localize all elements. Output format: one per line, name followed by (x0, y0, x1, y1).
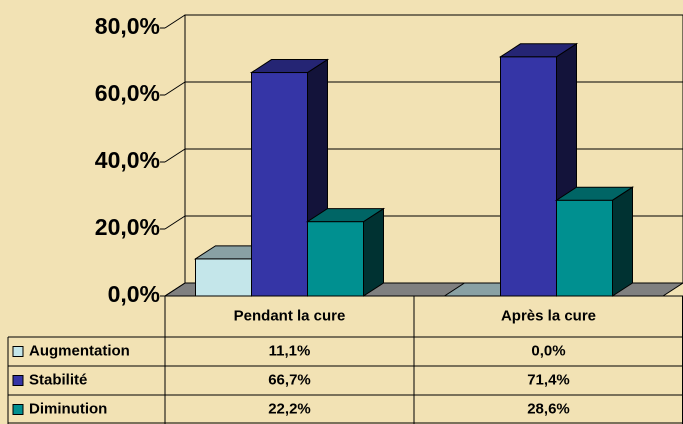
category-label: Pendant la cure (234, 307, 346, 324)
y-tick-label: 20,0% (95, 214, 160, 240)
legend-label: Diminution (29, 400, 107, 417)
y-tick-label: 80,0% (95, 13, 160, 39)
grid-line-side (164, 215, 186, 230)
bar-top (249, 59, 330, 74)
legend-label: Stabilité (29, 371, 87, 388)
grid-line-side (164, 148, 186, 163)
bar-top (498, 43, 579, 58)
legend-swatch (12, 346, 24, 357)
bar-front (307, 221, 364, 297)
value-label: 66,7% (268, 371, 311, 388)
bar-front (195, 258, 252, 297)
bar-side (612, 186, 633, 297)
value-label: 11,1% (269, 342, 311, 359)
bar-top (305, 208, 386, 223)
bar-side (363, 207, 384, 297)
bar (554, 186, 635, 297)
category-label: Après la cure (501, 307, 596, 324)
legend-swatch (12, 404, 24, 415)
value-label: 28,6% (527, 400, 570, 417)
legend-swatch (12, 375, 24, 386)
value-label: 0,0% (531, 342, 565, 359)
grid-line-side (164, 14, 186, 29)
y-tick-label: 60,0% (95, 80, 160, 106)
bar-top (554, 186, 635, 201)
grid-line-side (164, 81, 186, 96)
legend-label: Augmentation (29, 342, 130, 359)
bar-front (556, 199, 613, 297)
bar-front (500, 56, 557, 297)
y-tick-label: 40,0% (95, 147, 160, 173)
value-label: 22,2% (268, 400, 311, 417)
bar (305, 207, 386, 297)
bar-front (251, 72, 308, 297)
grid-line-side (164, 282, 186, 297)
y-tick-label: 0,0% (108, 281, 160, 307)
value-label: 71,4% (527, 371, 570, 388)
